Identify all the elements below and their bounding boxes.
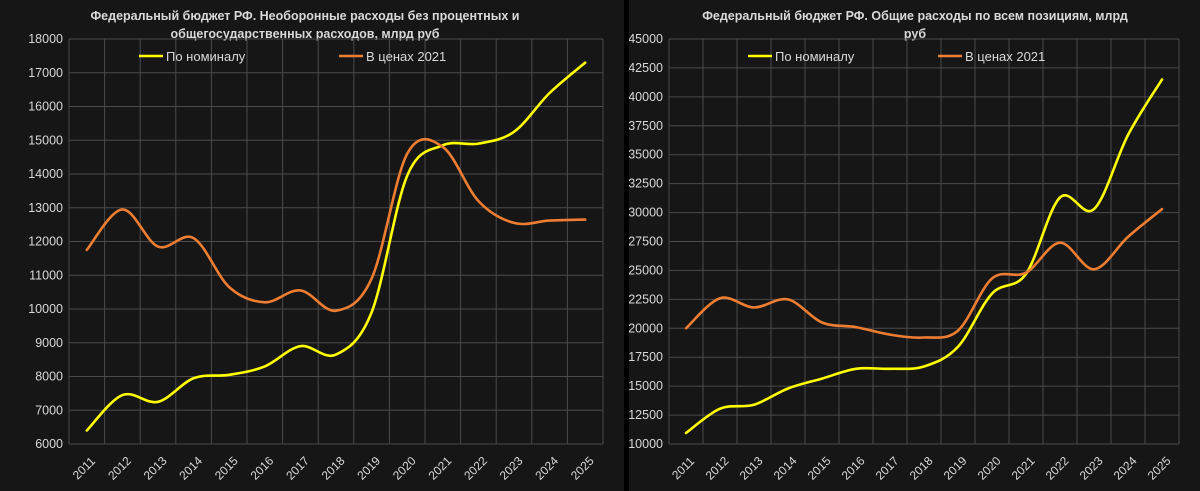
y-tick-label: 16000 bbox=[28, 100, 63, 114]
y-tick-label: 12500 bbox=[629, 408, 663, 422]
y-tick-label: 30000 bbox=[629, 206, 663, 220]
x-tick-label: 2020 bbox=[390, 454, 419, 483]
x-tick-label: 2013 bbox=[737, 454, 766, 483]
x-tick-label: 2024 bbox=[532, 454, 561, 483]
y-tick-label: 27500 bbox=[629, 235, 663, 249]
x-tick-label: 2015 bbox=[212, 454, 241, 483]
y-tick-label: 15000 bbox=[28, 133, 63, 147]
y-tick-label: 32500 bbox=[629, 177, 663, 191]
y-tick-label: 11000 bbox=[29, 268, 63, 282]
x-tick-label: 2025 bbox=[568, 454, 597, 483]
chart-title-line: руб bbox=[904, 27, 926, 41]
x-tick-label: 2019 bbox=[941, 454, 970, 483]
legend-label: В ценах 2021 bbox=[965, 49, 1045, 64]
y-tick-label: 18000 bbox=[28, 32, 63, 46]
x-tick-label: 2011 bbox=[669, 454, 697, 482]
x-tick-label: 2019 bbox=[354, 454, 383, 483]
x-tick-label: 2018 bbox=[907, 454, 936, 483]
series-line-real bbox=[684, 207, 1164, 339]
y-tick-label: 40000 bbox=[629, 90, 663, 104]
x-tick-label: 2016 bbox=[839, 454, 868, 483]
chart-right: Федеральный бюджет РФ. Общие расходы по … bbox=[629, 9, 1180, 483]
x-tick-label: 2014 bbox=[771, 454, 800, 483]
series-line-nominal bbox=[684, 78, 1164, 435]
x-tick-label: 2024 bbox=[1111, 454, 1140, 483]
y-tick-label: 45000 bbox=[629, 32, 663, 46]
x-tick-label: 2023 bbox=[1077, 454, 1106, 483]
y-tick-label: 6000 bbox=[35, 437, 63, 451]
x-tick-label: 2015 bbox=[805, 454, 834, 483]
chart-title-line: Федеральный бюджет РФ. Необоронные расхо… bbox=[91, 9, 520, 23]
legend-label: По номиналу bbox=[166, 49, 246, 64]
x-tick-label: 2017 bbox=[283, 454, 312, 483]
y-tick-label: 9000 bbox=[35, 336, 63, 350]
x-tick-label: 2021 bbox=[426, 454, 455, 483]
chart-panel-right: Федеральный бюджет РФ. Общие расходы по … bbox=[629, 0, 1200, 491]
y-tick-label: 37500 bbox=[629, 119, 663, 133]
legend-label: По номиналу bbox=[775, 49, 855, 64]
legend-label: В ценах 2021 bbox=[366, 49, 446, 64]
y-tick-label: 13000 bbox=[28, 201, 63, 215]
x-tick-label: 2022 bbox=[461, 454, 490, 483]
y-tick-label: 12000 bbox=[28, 235, 63, 249]
y-tick-label: 14000 bbox=[28, 167, 63, 181]
y-tick-label: 7000 bbox=[35, 403, 63, 417]
x-tick-label: 2014 bbox=[176, 454, 205, 483]
x-tick-label: 2017 bbox=[873, 454, 902, 483]
y-tick-label: 8000 bbox=[35, 370, 63, 384]
x-tick-label: 2011 bbox=[70, 454, 98, 482]
x-tick-label: 2023 bbox=[497, 454, 526, 483]
y-tick-label: 25000 bbox=[629, 263, 663, 277]
y-tick-label: 42500 bbox=[629, 61, 663, 75]
y-tick-label: 22500 bbox=[629, 292, 663, 306]
y-tick-label: 17500 bbox=[629, 350, 663, 364]
x-tick-label: 2012 bbox=[703, 454, 732, 483]
chart-left: Федеральный бюджет РФ. Необоронные расхо… bbox=[28, 9, 604, 483]
x-tick-label: 2012 bbox=[105, 454, 134, 483]
y-tick-label: 10000 bbox=[629, 437, 663, 451]
x-tick-label: 2021 bbox=[1009, 454, 1038, 483]
x-tick-label: 2020 bbox=[975, 454, 1004, 483]
chart-title-line: общегосударственных расходов, млрд руб bbox=[171, 27, 440, 41]
series-line-nominal bbox=[85, 61, 587, 432]
x-tick-label: 2016 bbox=[248, 454, 277, 483]
y-tick-label: 15000 bbox=[629, 379, 663, 393]
chart-panel-left: Федеральный бюджет РФ. Необоронные расхо… bbox=[0, 0, 624, 491]
y-tick-label: 10000 bbox=[28, 302, 63, 316]
chart-title-line: Федеральный бюджет РФ. Общие расходы по … bbox=[702, 9, 1128, 23]
y-tick-label: 35000 bbox=[629, 148, 663, 162]
x-tick-label: 2018 bbox=[319, 454, 348, 483]
x-tick-label: 2022 bbox=[1043, 454, 1072, 483]
x-tick-label: 2025 bbox=[1145, 454, 1174, 483]
y-tick-label: 20000 bbox=[629, 321, 663, 335]
series-line-real bbox=[85, 137, 587, 313]
x-tick-label: 2013 bbox=[141, 454, 170, 483]
y-tick-label: 17000 bbox=[28, 66, 63, 80]
